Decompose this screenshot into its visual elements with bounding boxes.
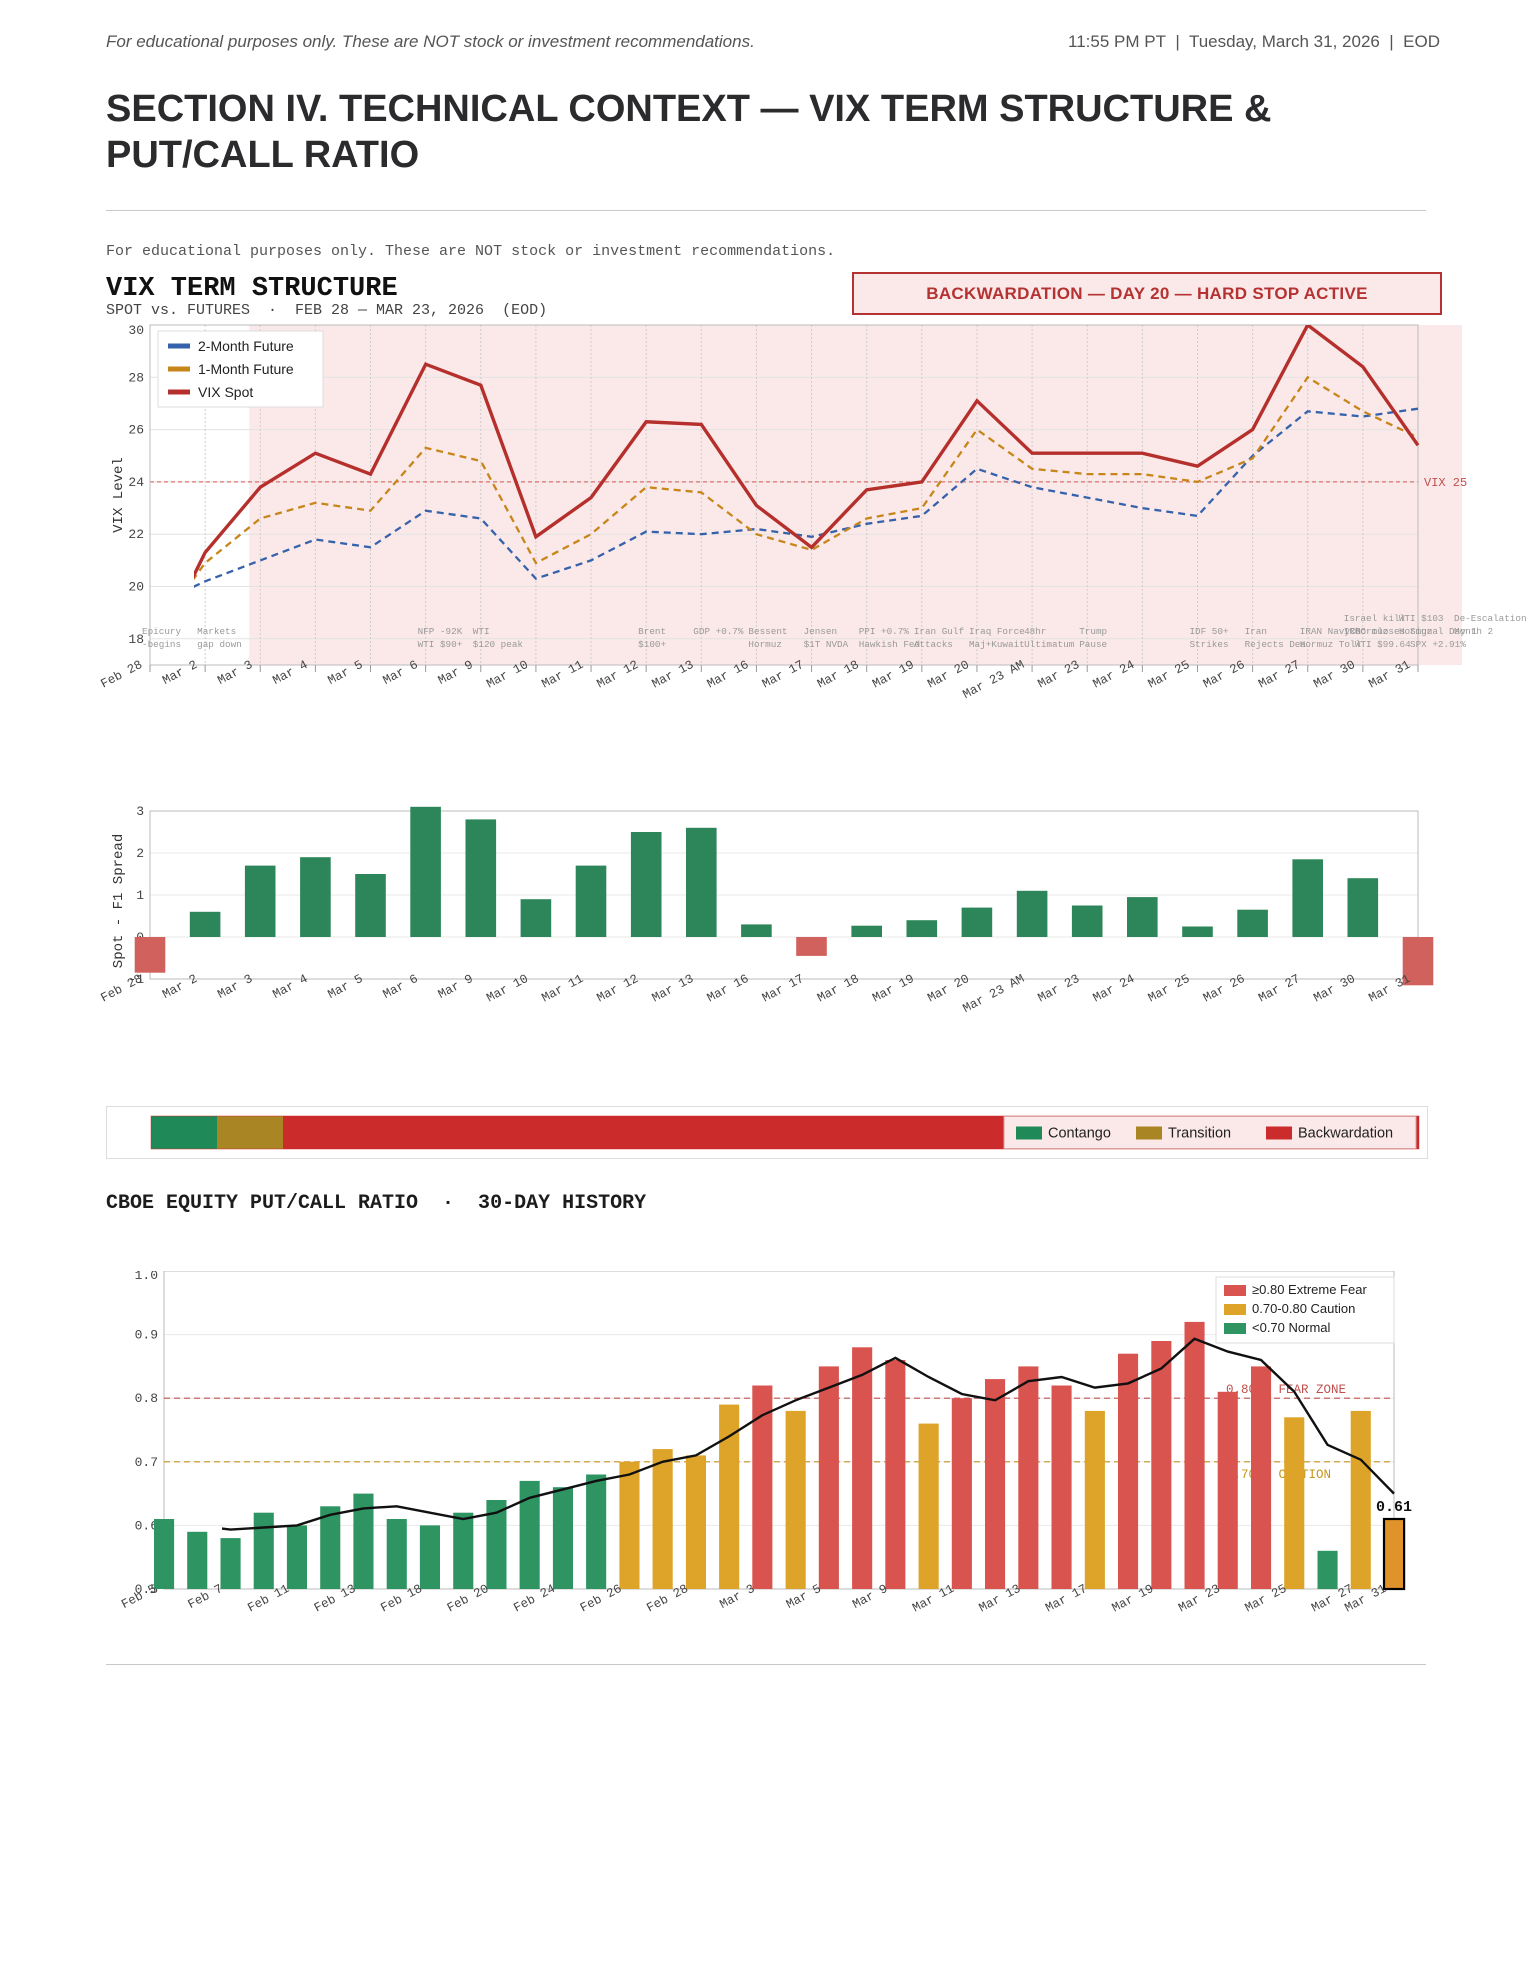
svg-text:$1T NVDA: $1T NVDA — [804, 639, 849, 650]
svg-text:0.70-0.80 Caution: 0.70-0.80 Caution — [1252, 1301, 1355, 1316]
svg-text:0.7: 0.7 — [135, 1455, 158, 1470]
svg-text:Mar 17: Mar 17 — [760, 972, 806, 1005]
svg-text:Mar 27: Mar 27 — [1256, 972, 1302, 1005]
svg-text:Mar 2: Mar 2 — [160, 658, 200, 688]
svg-text:26: 26 — [128, 423, 144, 438]
svg-text:≥0.80 Extreme Fear: ≥0.80 Extreme Fear — [1252, 1282, 1367, 1297]
svg-text:28: 28 — [128, 370, 144, 385]
svg-text:Mar 16: Mar 16 — [705, 972, 751, 1005]
svg-text:2-Month Future: 2-Month Future — [198, 338, 294, 354]
svg-text:Attacks: Attacks — [914, 639, 953, 650]
svg-text:Brent: Brent — [638, 626, 666, 637]
svg-text:Hormuz Toll: Hormuz Toll — [1300, 639, 1362, 650]
svg-text:Mar 23: Mar 23 — [1036, 972, 1082, 1005]
svg-text:Mar 13: Mar 13 — [650, 972, 696, 1005]
svg-text:WTI $99.64: WTI $99.64 — [1355, 639, 1411, 650]
svg-text:Rejects Dea: Rejects Dea — [1245, 639, 1307, 650]
svg-text:Mar 4: Mar 4 — [271, 972, 311, 1002]
svg-text:Month 2: Month 2 — [1454, 626, 1493, 637]
svg-text:0.8: 0.8 — [135, 1391, 158, 1406]
svg-text:Mar 11: Mar 11 — [540, 972, 586, 1005]
svg-text:Iran: Iran — [1245, 626, 1267, 637]
svg-text:SPX +2.91%: SPX +2.91% — [1410, 639, 1466, 650]
svg-text:Contango: Contango — [1048, 1126, 1111, 1142]
svg-text:22: 22 — [128, 527, 144, 542]
svg-text:Israel kill: Israel kill — [1344, 613, 1406, 624]
svg-text:Strikes: Strikes — [1189, 639, 1228, 650]
svg-text:GDP +0.7%: GDP +0.7% — [693, 626, 744, 637]
svg-text:IDF 50+: IDF 50+ — [1189, 626, 1228, 637]
svg-text:WTI $90+: WTI $90+ — [418, 639, 463, 650]
svg-text:WTI $103: WTI $103 — [1399, 613, 1444, 624]
svg-text:VIX 25: VIX 25 — [1424, 476, 1467, 490]
svg-text:De-Escalation: De-Escalation — [1454, 613, 1527, 624]
svg-text:gap down: gap down — [197, 639, 242, 650]
svg-text:WTI: WTI — [473, 626, 490, 637]
svg-text:Hormuz: Hormuz — [1355, 626, 1388, 637]
svg-text:Bessent: Bessent — [748, 626, 787, 637]
svg-text:$120 peak: $120 peak — [473, 639, 524, 650]
svg-text:0.61: 0.61 — [1376, 1499, 1412, 1516]
svg-text:1: 1 — [136, 888, 144, 903]
svg-text:Mar 26: Mar 26 — [1201, 972, 1247, 1005]
svg-text:Mar 12: Mar 12 — [595, 972, 641, 1005]
svg-text:48hr: 48hr — [1024, 626, 1046, 637]
svg-text:Mar 10: Mar 10 — [484, 972, 530, 1005]
svg-text:Mar 30: Mar 30 — [1311, 972, 1357, 1005]
svg-text:Feb 28: Feb 28 — [99, 972, 145, 1005]
svg-text:Transition: Transition — [1168, 1126, 1231, 1142]
svg-text:Mar 24: Mar 24 — [1091, 972, 1137, 1005]
svg-text:Epicury: Epicury — [142, 626, 181, 637]
svg-text:Markets: Markets — [197, 626, 236, 637]
svg-text:Mar 5: Mar 5 — [326, 972, 366, 1002]
svg-text:30: 30 — [128, 323, 144, 338]
svg-text:Mar 31: Mar 31 — [1367, 972, 1413, 1005]
svg-text:NFP -92K: NFP -92K — [418, 626, 463, 637]
svg-text:Mar 3: Mar 3 — [215, 658, 255, 688]
svg-text:20: 20 — [128, 580, 144, 595]
svg-text:Mar 25: Mar 25 — [1146, 972, 1192, 1005]
svg-text:Iran Gulf: Iran Gulf — [914, 626, 964, 637]
svg-text:3: 3 — [136, 804, 144, 819]
svg-text:1-Month Future: 1-Month Future — [198, 361, 294, 377]
svg-text:1.0: 1.0 — [135, 1271, 158, 1283]
svg-text:-begins: -begins — [142, 639, 181, 650]
svg-text:Mar 9: Mar 9 — [436, 972, 476, 1002]
svg-text:Mar 19: Mar 19 — [870, 972, 916, 1005]
svg-text:Mar 2: Mar 2 — [160, 972, 200, 1002]
svg-text:Jensen: Jensen — [804, 626, 837, 637]
svg-text:Feb 28: Feb 28 — [99, 658, 145, 691]
svg-text:Trump: Trump — [1079, 626, 1107, 637]
svg-text:2: 2 — [136, 846, 144, 861]
svg-text:VIX Level: VIX Level — [111, 457, 127, 533]
svg-text:Ultimatum: Ultimatum — [1024, 639, 1075, 650]
svg-text:<0.70 Normal: <0.70 Normal — [1252, 1320, 1331, 1335]
svg-text:24: 24 — [128, 475, 144, 490]
svg-text:0.70 — CAUTION: 0.70 — CAUTION — [1226, 1468, 1331, 1482]
svg-text:Hormuz: Hormuz — [748, 639, 781, 650]
svg-text:Pause: Pause — [1079, 639, 1107, 650]
svg-text:Mar 18: Mar 18 — [815, 972, 861, 1005]
svg-text:PPI +0.7%: PPI +0.7% — [859, 626, 910, 637]
svg-text:Spot - F1 Spread: Spot - F1 Spread — [111, 834, 127, 968]
svg-text:Mar 3: Mar 3 — [215, 972, 255, 1002]
svg-text:Backwardation: Backwardation — [1298, 1126, 1393, 1142]
svg-text:$100+: $100+ — [638, 639, 666, 650]
svg-text:Maj+Kuwait: Maj+Kuwait — [969, 639, 1025, 650]
svg-text:Mar 6: Mar 6 — [381, 972, 421, 1002]
svg-text:Hawkish Fed: Hawkish Fed — [859, 639, 920, 650]
svg-text:VIX Spot: VIX Spot — [198, 384, 253, 400]
svg-text:0.9: 0.9 — [135, 1328, 158, 1343]
svg-text:Iraq Force: Iraq Force — [969, 626, 1025, 637]
